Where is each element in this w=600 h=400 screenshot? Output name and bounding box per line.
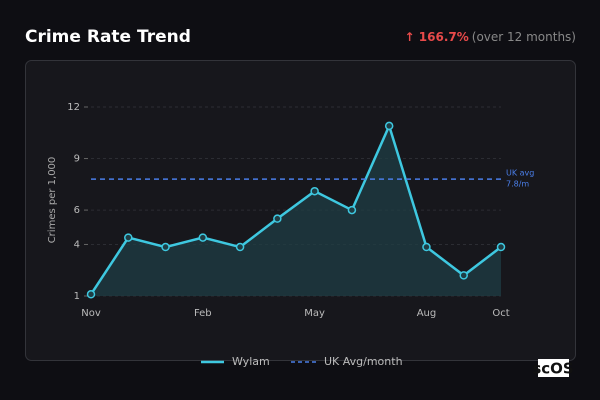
change-note: (over 12 months) <box>472 30 576 44</box>
logo: scOS <box>532 360 573 378</box>
point <box>124 233 133 242</box>
point <box>273 214 282 223</box>
legend-label: Wylam <box>232 355 270 368</box>
y-tick-label: 6 <box>74 205 80 216</box>
reference-label: UK avg <box>506 169 534 178</box>
title: Crime Rate Trend <box>25 27 191 47</box>
point <box>459 271 468 280</box>
x-tick-label: Aug <box>417 308 437 319</box>
reference-label: 7.8/m <box>506 180 529 189</box>
change-value: ↑ 166.7% <box>405 30 469 44</box>
y-tick-label: 12 <box>67 102 80 113</box>
x-tick-label: Feb <box>194 308 212 319</box>
legend-label: UK Avg/month <box>324 355 403 368</box>
point <box>496 242 506 252</box>
line <box>89 122 502 295</box>
plot: 1 4 6 9 12 Nov Feb May Aug Oct UK avg 7.8/m <box>67 102 534 319</box>
point <box>86 290 96 299</box>
point <box>198 233 208 242</box>
change: ↑ 166.7% (over 12 months) <box>405 30 576 44</box>
point <box>235 242 245 252</box>
x-tick-label: Nov <box>81 308 101 319</box>
point <box>347 205 357 215</box>
y-axis-label: Crimes per 1,000 <box>47 157 58 244</box>
y-tick-label: 4 <box>74 239 80 250</box>
point <box>422 242 431 252</box>
logo-box <box>538 359 569 377</box>
area <box>91 125 501 297</box>
x-tick-label: May <box>304 308 325 319</box>
x-tick-label: Oct <box>492 308 509 319</box>
y-tick-label: 9 <box>74 154 80 165</box>
point <box>161 242 170 252</box>
point <box>310 186 319 196</box>
point <box>384 121 394 131</box>
y-tick-label: 1 <box>74 291 80 302</box>
